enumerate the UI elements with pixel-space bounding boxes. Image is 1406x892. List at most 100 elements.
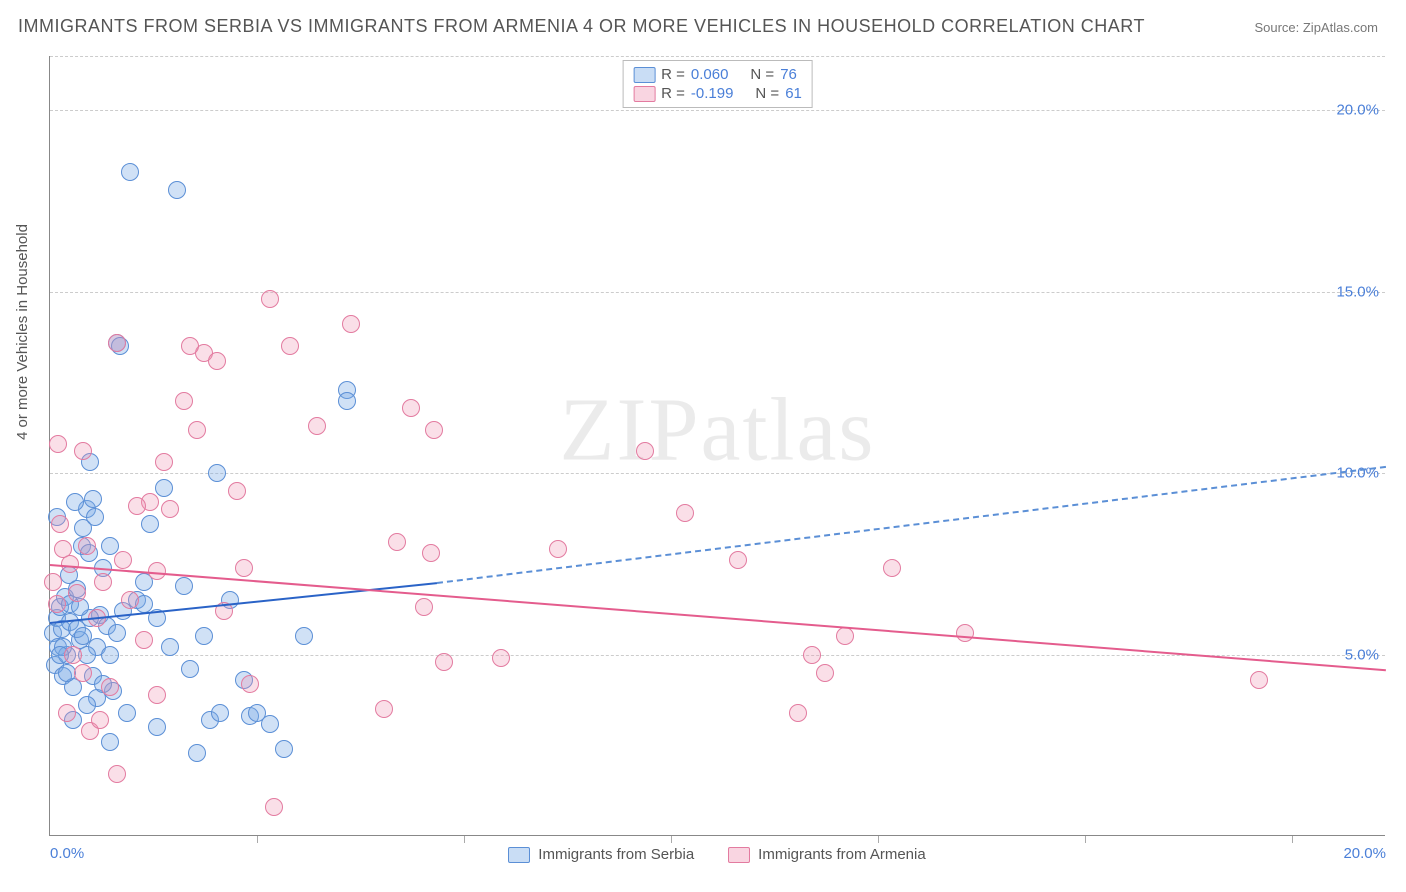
- point-serbia: [155, 479, 173, 497]
- x-tick-mark: [671, 836, 672, 843]
- point-armenia: [235, 559, 253, 577]
- point-serbia: [208, 464, 226, 482]
- scatter-plot-area: R = 0.060 N = 76 R = -0.199 N = 61 ZIPat…: [49, 56, 1385, 836]
- point-armenia: [68, 584, 86, 602]
- r-value: -0.199: [691, 85, 734, 102]
- point-armenia: [803, 646, 821, 664]
- swatch-serbia-icon: [508, 847, 530, 863]
- point-armenia: [64, 646, 82, 664]
- point-serbia: [108, 624, 126, 642]
- point-armenia: [375, 700, 393, 718]
- source-label: Source: ZipAtlas.com: [1254, 20, 1378, 35]
- point-armenia: [425, 421, 443, 439]
- point-serbia: [148, 718, 166, 736]
- watermark-atlas: atlas: [701, 380, 876, 479]
- y-tick-label: 15.0%: [1336, 283, 1379, 300]
- point-armenia: [208, 352, 226, 370]
- point-armenia: [956, 624, 974, 642]
- n-label: N =: [755, 85, 779, 102]
- point-armenia: [883, 559, 901, 577]
- point-armenia: [492, 649, 510, 667]
- point-serbia: [101, 537, 119, 555]
- point-serbia: [188, 744, 206, 762]
- point-armenia: [422, 544, 440, 562]
- chart-title: IMMIGRANTS FROM SERBIA VS IMMIGRANTS FRO…: [18, 16, 1145, 37]
- point-serbia: [261, 715, 279, 733]
- point-armenia: [148, 686, 166, 704]
- point-armenia: [241, 675, 259, 693]
- point-armenia: [1250, 671, 1268, 689]
- point-armenia: [155, 453, 173, 471]
- point-serbia: [195, 627, 213, 645]
- point-serbia: [168, 181, 186, 199]
- trendline-extrapolated: [437, 466, 1386, 584]
- point-serbia: [86, 508, 104, 526]
- point-armenia: [161, 500, 179, 518]
- point-armenia: [51, 515, 69, 533]
- point-armenia: [44, 573, 62, 591]
- point-armenia: [135, 631, 153, 649]
- point-serbia: [101, 733, 119, 751]
- correlation-legend: R = 0.060 N = 76 R = -0.199 N = 61: [622, 60, 813, 108]
- point-armenia: [435, 653, 453, 671]
- point-armenia: [128, 497, 146, 515]
- point-serbia: [295, 627, 313, 645]
- point-armenia: [729, 551, 747, 569]
- y-axis-label: 4 or more Vehicles in Household: [14, 224, 31, 440]
- point-armenia: [108, 765, 126, 783]
- n-value: 76: [780, 66, 797, 83]
- point-armenia: [48, 595, 66, 613]
- point-armenia: [342, 315, 360, 333]
- y-tick-label: 5.0%: [1345, 646, 1379, 663]
- point-serbia: [118, 704, 136, 722]
- x-tick-mark: [464, 836, 465, 843]
- legend-item-armenia: Immigrants from Armenia: [728, 846, 926, 863]
- legend-item-serbia: Immigrants from Serbia: [508, 846, 694, 863]
- swatch-armenia-icon: [728, 847, 750, 863]
- x-tick-mark: [1292, 836, 1293, 843]
- point-armenia: [114, 551, 132, 569]
- point-armenia: [816, 664, 834, 682]
- point-serbia: [161, 638, 179, 656]
- gridline-h: [50, 56, 1385, 57]
- x-tick-mark: [1085, 836, 1086, 843]
- point-armenia: [175, 392, 193, 410]
- point-armenia: [74, 664, 92, 682]
- x-tick-mark: [878, 836, 879, 843]
- point-armenia: [101, 678, 119, 696]
- y-tick-label: 20.0%: [1336, 102, 1379, 119]
- point-serbia: [84, 490, 102, 508]
- point-serbia: [175, 577, 193, 595]
- watermark-zip: ZIP: [560, 380, 701, 479]
- point-armenia: [549, 540, 567, 558]
- point-serbia: [211, 704, 229, 722]
- point-armenia: [108, 334, 126, 352]
- series-legend: Immigrants from Serbia Immigrants from A…: [49, 846, 1385, 863]
- gridline-h: [50, 110, 1385, 111]
- point-armenia: [188, 421, 206, 439]
- point-armenia: [636, 442, 654, 460]
- swatch-armenia-icon: [633, 86, 655, 102]
- point-armenia: [58, 704, 76, 722]
- point-armenia: [836, 627, 854, 645]
- point-armenia: [61, 555, 79, 573]
- x-tick-mark: [257, 836, 258, 843]
- point-serbia: [338, 392, 356, 410]
- watermark: ZIPatlas: [560, 378, 876, 481]
- point-armenia: [78, 537, 96, 555]
- point-serbia: [275, 740, 293, 758]
- r-value: 0.060: [691, 66, 729, 83]
- point-armenia: [415, 598, 433, 616]
- point-armenia: [789, 704, 807, 722]
- swatch-serbia-icon: [633, 67, 655, 83]
- point-serbia: [141, 515, 159, 533]
- point-armenia: [49, 435, 67, 453]
- point-serbia: [66, 493, 84, 511]
- point-armenia: [121, 591, 139, 609]
- legend-row-armenia: R = -0.199 N = 61: [633, 84, 802, 103]
- point-armenia: [281, 337, 299, 355]
- point-armenia: [265, 798, 283, 816]
- legend-label: Immigrants from Armenia: [758, 846, 926, 863]
- point-serbia: [121, 163, 139, 181]
- point-armenia: [228, 482, 246, 500]
